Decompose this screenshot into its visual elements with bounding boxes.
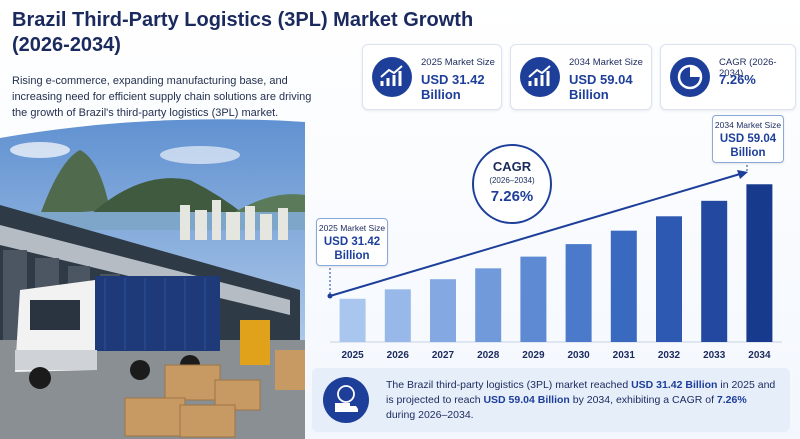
cagr-badge: CAGR (2026–2034) 7.26% — [472, 144, 552, 224]
bar — [701, 200, 728, 342]
stat-label: 2034 Market Size — [569, 57, 643, 68]
x-tick-label: 2030 — [567, 350, 590, 361]
subtitle: Rising e-commerce, expanding manufacturi… — [12, 75, 312, 119]
cagr-value: 7.26% — [490, 188, 534, 205]
bar — [430, 279, 456, 342]
icon — [372, 57, 412, 97]
stat-card: 2025 Market Size USD 31.42 Billion — [362, 44, 502, 110]
x-tick-label: 2027 — [432, 350, 455, 361]
annotation-value: USD 31.42 Billion — [323, 236, 381, 262]
summary-text: The Brazil third-party logistics (3PL) m… — [386, 379, 632, 391]
cagr-label: CAGR — [492, 159, 532, 174]
stat-label: 2025 Market Size — [421, 57, 495, 68]
stat-value: USD 59.04 Billion — [569, 72, 633, 102]
bar — [475, 268, 502, 342]
bar — [656, 216, 682, 342]
x-tick-label: 2032 — [658, 350, 681, 361]
cagr-period: (2026–2034) — [489, 176, 535, 185]
bar — [746, 184, 773, 342]
x-tick-label: 2029 — [522, 350, 545, 361]
summary-text: in 2025 and is projected to reach — [386, 379, 776, 406]
summary-text: by 2034, exhibiting a CAGR of — [569, 394, 717, 406]
icon — [670, 57, 710, 97]
stat-label: CAGR (2026-2034) — [719, 57, 777, 79]
x-tick-label: 2025 — [341, 350, 364, 361]
leader-dot — [327, 293, 333, 299]
trend-arrow — [329, 173, 741, 297]
bar — [520, 256, 547, 342]
summary-box: The Brazil third-party logistics (3PL) m… — [312, 368, 790, 432]
summary-text: USD 59.04 Billion — [483, 394, 570, 406]
annotation: 2034 Market Size USD 59.04 Billion — [712, 115, 784, 163]
stat-card: 2034 Market Size USD 59.04 Billion — [510, 44, 652, 110]
annotation-label: 2034 Market Size — [714, 120, 782, 130]
stat-value: 7.26% — [719, 72, 756, 87]
photo — [0, 119, 305, 439]
title: Brazil Third-Party Logistics (3PL) Marke… — [12, 9, 474, 56]
stat-value: USD 31.42 Billion — [421, 72, 485, 102]
summary: The Brazil third-party logistics (3PL) m… — [386, 378, 776, 423]
annotation-label: 2025 Market Size — [318, 223, 386, 233]
summary-text: 7.26% — [716, 394, 747, 406]
annotation-value: USD 59.04 Billion — [719, 133, 777, 159]
icon — [323, 377, 369, 423]
bar — [339, 298, 366, 342]
bar — [610, 230, 637, 342]
bar — [384, 289, 411, 342]
x-tick-label: 2031 — [613, 350, 636, 361]
x-tick-label: 2034 — [748, 350, 771, 361]
icon — [520, 57, 560, 97]
summary-text: during 2026–2034. — [386, 409, 474, 421]
bar — [565, 244, 592, 342]
x-tick-label: 2026 — [387, 350, 410, 361]
annotation: 2025 Market Size USD 31.42 Billion — [316, 218, 388, 266]
arrow-head — [737, 170, 748, 179]
summary-text: USD 31.42 Billion — [631, 379, 718, 391]
stat-card: CAGR (2026-2034) 7.26% — [660, 44, 796, 110]
x-tick-label: 2033 — [703, 350, 726, 361]
x-tick-label: 2028 — [477, 350, 500, 361]
